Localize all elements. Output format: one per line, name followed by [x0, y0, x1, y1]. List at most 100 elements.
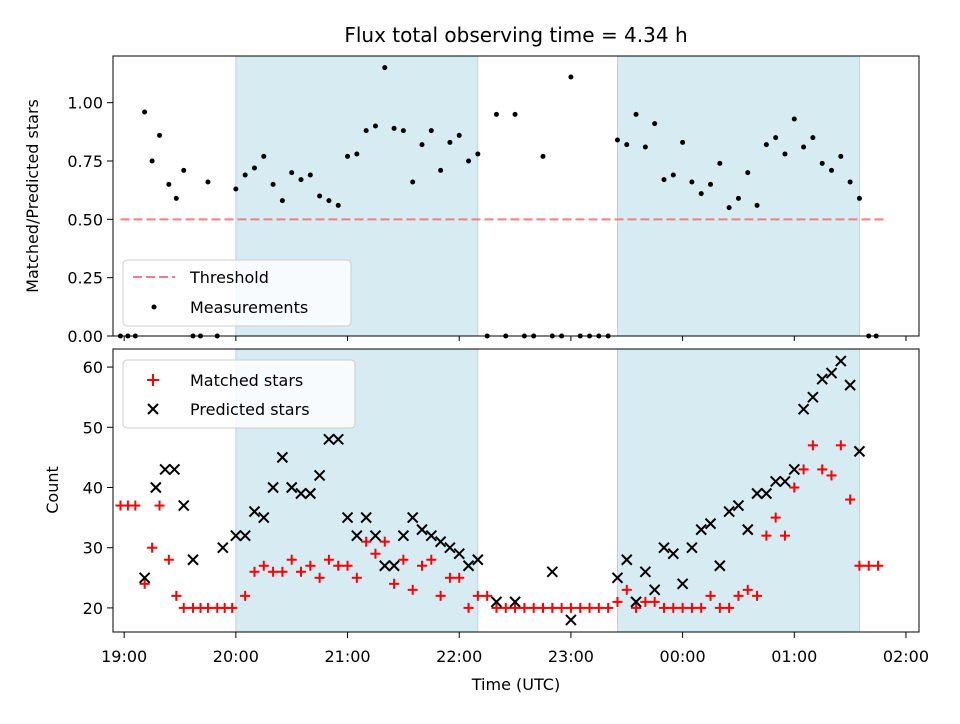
predicted-star-point — [686, 541, 698, 554]
matched-star-point — [854, 560, 865, 571]
predicted-star-point — [397, 529, 410, 542]
measurement-point — [782, 151, 788, 157]
matched-star-point — [565, 602, 576, 613]
predicted-star-b — [844, 379, 856, 391]
matched-star-point — [658, 602, 669, 613]
matched-star-point — [779, 530, 790, 541]
predicted-star-b — [217, 541, 229, 554]
matched-star-point — [714, 602, 725, 613]
measurement-point — [856, 195, 862, 201]
y-tick-label: 0.00 — [67, 327, 103, 346]
predicted-star-point — [323, 433, 335, 446]
matched-star-point — [342, 560, 353, 571]
matched-star-point — [537, 602, 548, 613]
x-tick-label: 00:00 — [660, 647, 706, 666]
top-y-ticks: 0.00 0.25 0.50 0.75 1.00 — [67, 94, 113, 346]
measurement-point — [698, 191, 704, 197]
predicted-star-b — [742, 523, 754, 536]
predicted-star-point — [825, 367, 838, 379]
matched-star-point — [305, 560, 316, 571]
measurement-point — [354, 151, 360, 157]
matched-star-point — [500, 602, 511, 613]
predicted-star-b — [360, 511, 372, 524]
measurement-point — [149, 158, 155, 164]
matched-star-point — [752, 590, 763, 601]
predicted-star-point — [276, 451, 289, 464]
measurement-point — [400, 128, 406, 134]
measurement-point — [838, 153, 844, 159]
measurement-point — [568, 74, 574, 80]
measurement-point — [173, 195, 179, 201]
predicted-star-b — [751, 487, 763, 500]
measurement-point — [475, 151, 481, 157]
predicted-star-point — [178, 499, 190, 512]
measurement-point — [382, 65, 388, 71]
matched-star-point — [761, 530, 772, 541]
predicted-star-b — [788, 463, 800, 476]
predicted-star-b — [648, 584, 661, 596]
x-tick-label: 20:00 — [213, 647, 259, 666]
measurement-point — [428, 128, 434, 134]
bottom-legend: Matched stars Predicted stars — [122, 359, 356, 429]
matched-star-point — [482, 590, 493, 601]
measurement-point — [512, 111, 518, 117]
matched-star-point — [826, 470, 837, 481]
matched-star-point — [612, 596, 623, 607]
predicted-star-b — [341, 511, 354, 524]
predicted-star-b — [630, 596, 642, 608]
predicted-star-point — [369, 529, 382, 542]
predicted-star-point — [187, 554, 199, 566]
measurement-point — [466, 158, 472, 164]
measurement-point — [819, 160, 825, 166]
legend-predicted-label: Predicted stars — [190, 400, 310, 419]
predicted-star-b — [769, 475, 782, 488]
matched-star-point — [240, 590, 251, 601]
measurement-point — [801, 144, 807, 150]
predicted-star-b — [565, 614, 577, 626]
top-y-axis-label: Matched/Predicted stars — [23, 99, 42, 293]
predicted-star-point — [732, 499, 745, 512]
predicted-star-point — [714, 560, 726, 572]
measurement-point — [363, 128, 369, 134]
matched-star-point — [649, 596, 660, 607]
matched-star-point — [416, 560, 427, 571]
matched-star-point — [491, 602, 502, 613]
predicted-star-point — [658, 541, 670, 554]
x-tick-label: 01:00 — [771, 647, 817, 666]
legend-measurements-label: Measurements — [190, 298, 308, 317]
matched-stars-points — [115, 440, 884, 613]
matched-star-point — [677, 602, 688, 613]
matched-star-point — [227, 602, 238, 613]
measurement-point — [754, 202, 760, 208]
predicted-star-point — [248, 505, 261, 518]
matched-star-point — [686, 602, 697, 613]
legend-predicted-swatch — [147, 403, 159, 415]
predicted-star-point — [230, 529, 242, 542]
predicted-star-point — [611, 572, 624, 584]
y-tick-label: 0.50 — [67, 210, 103, 229]
x-tick-label: 23:00 — [548, 647, 594, 666]
matched-star-point — [472, 590, 483, 601]
matched-star-point — [389, 578, 400, 589]
measurement-point — [157, 132, 163, 138]
measurement-point — [279, 198, 285, 204]
predicted-star-point — [406, 511, 419, 524]
predicted-star-point — [388, 560, 400, 572]
matched-star-point — [379, 536, 390, 547]
y-tick-label: 20 — [83, 599, 103, 618]
matched-star-point — [556, 602, 567, 613]
measurement-point — [438, 167, 444, 173]
predicted-star-b — [779, 475, 791, 488]
measurement-point — [251, 165, 257, 171]
predicted-star-b — [611, 572, 624, 584]
matched-star-point — [631, 602, 642, 613]
matched-star-point — [807, 440, 818, 451]
matched-star-point — [407, 584, 418, 595]
matched-star-point — [178, 602, 189, 613]
bottom-y-axis-label: Count — [43, 466, 62, 514]
matched-star-point — [286, 554, 297, 565]
predicted-star-b — [267, 481, 279, 494]
predicted-star-point — [853, 445, 866, 458]
legend-matched-label: Matched stars — [190, 371, 303, 390]
y-tick-label: 50 — [83, 418, 103, 437]
